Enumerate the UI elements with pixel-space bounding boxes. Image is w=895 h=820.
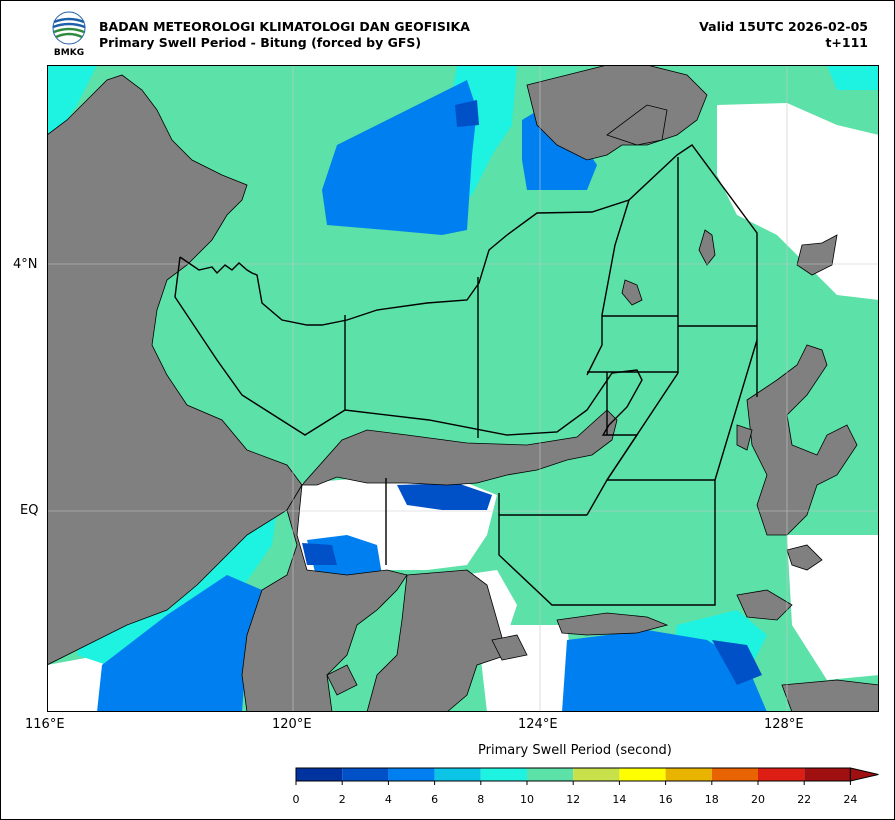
no-data-northeast [717,103,879,300]
land-buru [736,589,793,621]
lon-tick-120e: 120°E [272,717,312,732]
land-north-small-1 [621,279,643,306]
zone-line-east-1 [586,199,630,376]
lon-tick-124e: 124°E [518,717,558,732]
colorbar-label: 12 [566,793,581,806]
sea-2-4-south-east [712,640,762,685]
colorbar-segment [388,768,435,781]
no-data-southwest [47,655,107,712]
colorbar-segment [527,768,574,781]
forecast-zones [174,144,758,606]
zone-coast-north [179,144,758,397]
lon-tick-116e: 116°E [25,717,65,732]
colorbar-label: 6 [431,793,439,806]
bmkg-logo: BMKG [52,11,86,58]
colorbar-segment [480,768,527,781]
valid-time: Valid 15UTC 2026-02-05 [699,19,868,34]
colorbar-segment [665,768,712,781]
land-south-isle [491,634,528,661]
colorbar-segment [573,768,620,781]
sea-8-10-northwest [47,65,97,145]
no-data-southeast [787,535,879,680]
sea-8-10-corner-ne [827,65,879,90]
colorbar-segment [711,768,758,781]
colorbar-segment [296,768,343,781]
graticule [47,65,879,712]
logo-text: BMKG [54,48,84,58]
lon-tick-128e: 128°E [764,717,804,732]
colorbar-label: 18 [704,793,719,806]
sea-4-6-southeast [562,630,767,712]
sea-2-4-gulf-south [302,543,337,565]
lat-tick-4n: 4°N [13,257,38,272]
colorbar-title: Primary Swell Period (second) [478,743,672,758]
colorbar-label: 10 [520,793,534,806]
agency-name: BADAN METEOROLOGI KLIMATOLOGI DAN GEOFIS… [99,19,470,34]
colorbar-label: 24 [843,793,858,806]
colorbar-label: 4 [384,793,392,806]
header-right: Valid 15UTC 2026-02-05 t+111 [699,19,868,51]
colorbar-label: 0 [292,793,300,806]
sea-4-6-southwest [97,575,262,712]
sea-4-6-north-center [322,80,477,235]
sea-2-4-north [455,100,479,127]
colorbar-label: 2 [338,793,346,806]
colorbar-label: 20 [751,793,765,806]
colorbar-segment [619,768,666,781]
land-sulawesi-north-arm [301,409,618,486]
land-halmahera [746,344,858,536]
colorbar-extend-arrow [849,767,879,782]
colorbar-segment [434,768,481,781]
land-east-islands [796,234,838,276]
sea-2-4-gulf [397,483,492,510]
colorbar [295,767,879,785]
colorbar-label: 14 [612,793,627,806]
lat-tick-eq: EQ [20,503,39,518]
land-north-small-2 [606,104,668,146]
land-sula-islands [556,612,669,636]
colorbar-label: 16 [658,793,673,806]
land-talaud [736,424,753,451]
colorbar-segment [758,768,805,781]
product-title: Primary Swell Period - Bitung (forced by… [99,35,422,50]
land-masses [47,65,879,712]
land-sw-isle-1 [326,664,358,696]
zone-line-east-2 [714,339,758,481]
colorbar-segment [342,768,389,781]
land-borneo [47,74,303,666]
colorbar-segment [804,768,851,781]
colorbar-label: 22 [797,793,812,806]
lead-time: t+111 [825,35,868,50]
land-sulawesi-southeast [366,569,508,712]
zone-outline-west [174,256,643,516]
zone-line-east-3 [606,372,679,481]
zone-line-east-4 [498,480,716,606]
land-obi [786,544,823,571]
land-sulawesi-central [241,484,408,712]
swell-period-map [47,65,879,712]
header-left: BADAN METEOROLOGI KLIMATOLOGI DAN GEOFIS… [99,19,470,51]
land-seram [781,679,879,712]
land-sangihe [698,229,716,266]
colorbar-label: 8 [477,793,485,806]
